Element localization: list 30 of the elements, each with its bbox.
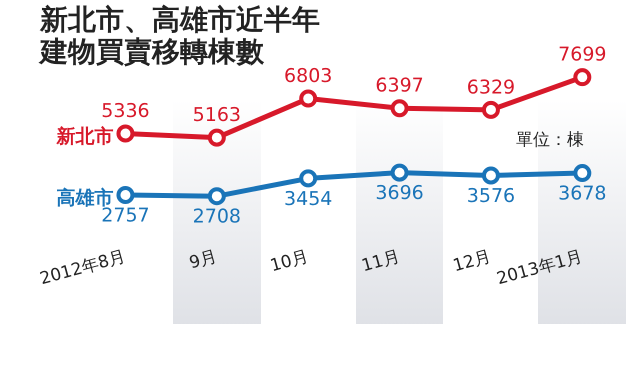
point <box>390 164 409 182</box>
annotation: 單位：棟 <box>516 129 584 151</box>
data-label: 6329 <box>466 76 516 98</box>
data-label: 5336 <box>101 100 150 122</box>
point <box>208 187 226 206</box>
point <box>299 90 318 108</box>
data-label: 7699 <box>558 44 606 66</box>
data-label: 3454 <box>284 188 332 210</box>
data-label: 3576 <box>466 184 516 207</box>
point <box>482 166 500 184</box>
data-label: 3696 <box>375 182 424 204</box>
data-label: 2708 <box>192 206 242 228</box>
x-tick-label: 12月 <box>450 246 494 276</box>
data-label: 3678 <box>558 182 606 204</box>
x-tick-label: 10月 <box>268 246 311 276</box>
data-label: 5163 <box>192 104 242 126</box>
point <box>116 124 134 143</box>
point <box>482 100 500 119</box>
point <box>573 164 592 182</box>
data-label: 6397 <box>375 74 424 97</box>
point <box>390 99 409 118</box>
x-tick-label: 9月 <box>187 246 220 274</box>
x-tick-label: 2012年8月 <box>38 246 128 290</box>
point <box>208 128 226 147</box>
x-tick-label: 11月 <box>360 246 402 276</box>
point <box>116 186 134 204</box>
x-tick-label: 2013年1月 <box>494 246 585 290</box>
series-label: 新北市 <box>55 125 114 148</box>
point <box>299 169 318 188</box>
point <box>573 68 592 86</box>
